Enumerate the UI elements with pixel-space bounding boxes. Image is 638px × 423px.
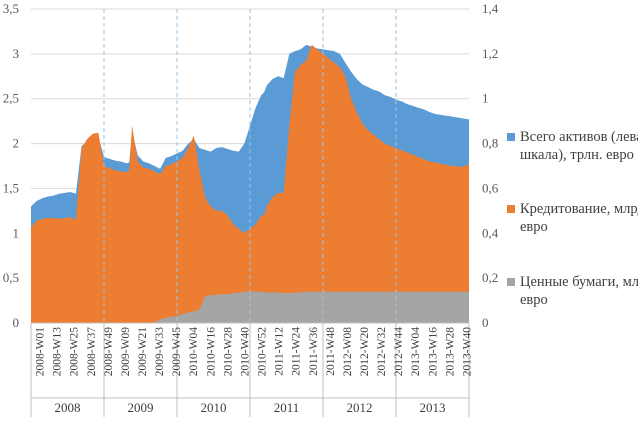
legend-swatch [507,278,515,286]
x-tick-label: 2010-W28 [222,327,234,376]
x-tick-label: 2009-W09 [120,327,132,376]
left-tick-label: 2,5 [3,91,19,106]
year-label: 2012 [347,400,373,415]
x-tick-label: 2008-W25 [69,327,81,376]
year-label: 2009 [128,400,154,415]
x-tick-label: 2009-W45 [171,327,183,376]
x-tick-label: 2010-W04 [188,327,200,376]
x-tick-label: 2009-W21 [137,327,149,376]
right-tick-label: 1,2 [482,46,498,61]
year-labels: 2008 2009 2010 2011 2012 2013 [55,400,446,415]
x-tick-label: 2009-W33 [154,327,166,376]
x-tick-label: 2012-W44 [393,327,405,376]
x-tick-label: 2012-W08 [342,327,354,376]
x-tick-label: 2013-W28 [444,327,456,376]
x-tick-label: 2013-W16 [427,327,439,376]
legend-swatch [507,133,515,141]
legend-entry: Кредитование, млрд. евро [520,201,638,235]
x-tick-label: 2013-W40 [461,327,473,376]
year-label: 2011 [274,400,300,415]
year-label: 2008 [55,400,81,415]
axes [30,322,470,417]
year-separators [103,9,397,323]
right-tick-label: 0,4 [482,225,499,240]
left-tick-label: 2 [13,136,20,151]
x-tick-label: 2011-W36 [308,327,320,376]
left-tick-label: 0 [13,315,20,330]
area-series-2 [31,44,469,323]
area-series-3 [31,291,469,323]
left-axis-ticks: 0 0,5 1 1,5 2 2,5 3 3,5 [3,1,19,330]
left-tick-label: 1 [13,225,20,240]
area-series [31,44,469,323]
legend: Всего активов (левая шкала), трлн. евро Кр… [507,129,638,308]
left-tick-label: 1,5 [3,180,19,195]
right-tick-label: 0,8 [482,136,498,151]
right-tick-label: 1 [482,91,489,106]
x-axis-ticks: 2008-W01 2008-W13 2008-W25 2008-W37 2008-W49… [35,327,474,376]
legend-entry: Всего активов (левая шкала), трлн. евро [520,129,638,163]
left-tick-label: 3 [13,46,20,61]
year-label: 2010 [201,400,227,415]
legend-swatch [507,205,515,213]
x-tick-label: 2010-W16 [205,327,217,376]
right-tick-label: 0,2 [482,270,498,285]
x-tick-label: 2010-W40 [240,327,252,376]
x-tick-label: 2011-W24 [291,327,303,376]
x-tick-label: 2011-W48 [325,327,337,376]
x-tick-label: 2008-W13 [52,327,64,376]
x-tick-label: 2010-W52 [257,327,269,376]
left-tick-label: 0,5 [3,270,19,285]
x-tick-label: 2008-W49 [103,327,115,376]
left-tick-label: 3,5 [3,1,19,16]
right-tick-label: 0,6 [482,180,499,195]
year-label: 2013 [420,400,446,415]
x-tick-label: 2012-W32 [376,327,388,376]
x-tick-label: 2012-W20 [359,327,371,376]
x-tick-label: 2011-W12 [274,327,286,376]
right-axis-ticks: 0 0,2 0,4 0,6 0,8 1 1,2 1,4 [482,1,499,330]
x-tick-label: 2008-W01 [35,327,47,376]
legend-entry: Ценные бумаги, млрд.евро [520,274,638,308]
x-tick-label: 2013-W04 [410,327,422,376]
x-tick-label: 2008-W37 [86,327,98,376]
right-tick-label: 1,4 [482,1,499,16]
right-tick-label: 0 [482,315,489,330]
